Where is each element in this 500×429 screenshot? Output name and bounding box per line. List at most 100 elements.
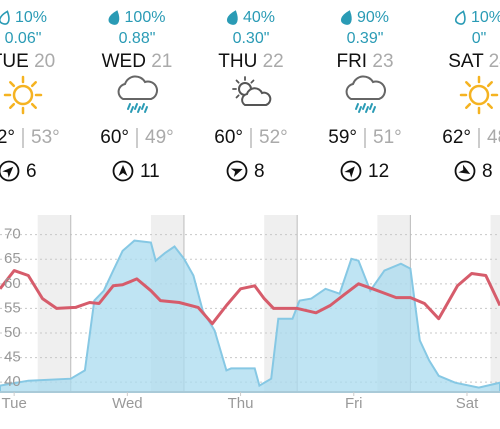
y-tick-label: 70: [4, 226, 21, 243]
high-temp: 60°: [100, 127, 129, 148]
day-date: 22: [263, 51, 284, 72]
day-name: SAT: [448, 51, 484, 72]
high-temp: 59°: [328, 127, 357, 148]
wind-icon: [0, 160, 20, 182]
wind-icon: [454, 160, 476, 182]
low-temp: 49°: [145, 127, 174, 148]
night-band: [490, 215, 500, 392]
y-tick-label: 40: [4, 373, 21, 390]
day-date: 20: [34, 51, 55, 72]
day-column: 90% 0.39" FRI 23 59° 51° 12: [328, 9, 401, 182]
sun-ray: [9, 102, 16, 109]
y-tick-label: 65: [4, 250, 21, 267]
wind-icon: [340, 160, 362, 182]
day-label: TUE 20: [0, 51, 55, 72]
day-label: FRI 23: [336, 51, 393, 72]
rain-drop: [355, 103, 359, 110]
rain-drop: [134, 103, 138, 110]
rain-drop: [130, 106, 134, 113]
precip-chance: 100%: [125, 9, 166, 26]
precip-amount: 0.39": [347, 30, 384, 47]
day-label: SAT 24: [448, 51, 500, 72]
rain-drop: [141, 103, 145, 110]
day-date: 21: [151, 51, 172, 72]
night-band: [37, 215, 71, 392]
cloud: [345, 75, 386, 100]
day-column: 100% 0.88" WED 21 60° 49° 11: [100, 9, 173, 182]
sun-ray: [235, 94, 240, 99]
day-name: TUE: [0, 51, 29, 72]
low-temp: 52°: [259, 127, 288, 148]
wind-speed: 12: [368, 161, 389, 182]
precip-chance: 10%: [15, 9, 47, 26]
wind-arrow: [458, 164, 471, 174]
day-column: 10% 0" SAT 24 62° 48° 8: [442, 9, 500, 182]
rain-drop: [127, 103, 131, 110]
sun-core: [12, 84, 34, 106]
drop-icon: [0, 10, 10, 25]
sun-ray: [486, 81, 493, 88]
wind-speed: 6: [26, 161, 37, 182]
precip-amount: 0.30": [233, 30, 270, 47]
precip-chance: 90%: [357, 9, 389, 26]
day-column: 10% 0.06" TUE 20 62° 53° 6: [0, 9, 60, 182]
temp-line: [0, 269, 500, 326]
rain-drop: [365, 106, 369, 113]
wind-icon: [226, 160, 248, 182]
wind-arrow: [230, 168, 243, 177]
drop-icon: [108, 10, 120, 25]
day-name: FRI: [336, 51, 367, 72]
low-temp: 51°: [373, 127, 402, 148]
x-tick-label: Tue: [2, 395, 27, 412]
precip-chance: 40%: [243, 9, 275, 26]
wind-icon: [112, 160, 134, 182]
cloud: [117, 75, 158, 100]
precip-amount: 0.06": [5, 30, 42, 47]
sun-ray: [486, 102, 493, 109]
sun-ray: [465, 81, 472, 88]
precip-amount: 0": [472, 30, 487, 47]
day-date: 23: [372, 51, 393, 72]
x-tick-label: Thu: [228, 395, 254, 412]
hourly-chart: 40 45 50 55 60 65 70 Tue Wed Thu Fri Sat: [0, 215, 500, 412]
wind-speed: 8: [482, 161, 493, 182]
high-temp: 62°: [442, 127, 471, 148]
y-tick-label: 55: [4, 299, 21, 316]
high-temp: 62°: [0, 127, 15, 148]
day-label: WED 21: [102, 51, 173, 72]
day-name: WED: [102, 51, 146, 72]
sun-ray: [30, 102, 37, 109]
rain-drop: [362, 103, 366, 110]
y-tick-label: 60: [4, 275, 21, 292]
wind-arrow: [2, 166, 14, 178]
day-column: 40% 0.30" THU 22 60° 52° 8: [214, 9, 287, 182]
rain-drop: [372, 106, 376, 113]
rain-drop: [144, 106, 148, 113]
wind-speed: 8: [254, 161, 265, 182]
precip-chance: 10%: [471, 9, 500, 26]
rain-drop: [137, 106, 141, 113]
low-temp: 53°: [31, 127, 60, 148]
precip-amount: 0.88": [119, 30, 156, 47]
y-tick-label: 50: [4, 324, 21, 341]
x-tick-label: Fri: [345, 395, 363, 412]
sun-ray: [30, 81, 37, 88]
x-tick-label: Sat: [456, 395, 479, 412]
day-name: THU: [218, 51, 257, 72]
cloud: [241, 87, 272, 106]
drop-icon: [340, 10, 352, 25]
wind-arrow: [118, 165, 128, 176]
day-date: 24: [489, 51, 500, 72]
wind-arrow: [344, 166, 355, 178]
sun-ray: [250, 79, 255, 84]
precip-area: [0, 239, 500, 393]
drop-icon: [454, 10, 466, 25]
sun-ray: [9, 81, 16, 88]
wind-speed: 11: [140, 161, 160, 182]
high-temp: 60°: [214, 127, 243, 148]
y-tick-label: 45: [4, 349, 21, 366]
rain-drop: [358, 106, 362, 113]
low-temp: 48°: [487, 127, 500, 148]
